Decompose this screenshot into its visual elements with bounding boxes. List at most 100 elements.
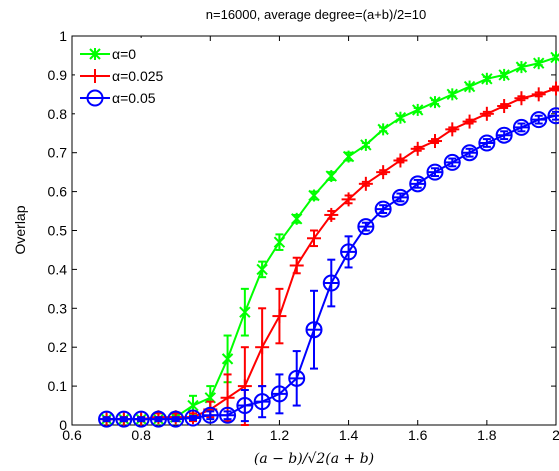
data-point xyxy=(221,352,234,365)
data-point xyxy=(412,103,424,116)
data-point xyxy=(445,122,460,137)
data-point xyxy=(530,111,548,129)
y-tick-label: 0.9 xyxy=(48,67,68,83)
series-2 xyxy=(98,107,559,428)
data-point xyxy=(220,390,235,405)
data-point xyxy=(89,48,101,60)
data-point xyxy=(376,165,391,180)
data-point xyxy=(132,410,150,428)
data-point xyxy=(289,258,304,273)
data-point xyxy=(394,111,407,124)
legend-item: α=0 xyxy=(80,46,136,62)
data-point xyxy=(324,207,339,222)
data-point xyxy=(498,68,510,81)
data-point xyxy=(463,80,476,93)
y-tick-label: 0.3 xyxy=(48,300,68,316)
legend-item: α=0.05 xyxy=(80,89,156,107)
data-point xyxy=(377,123,389,136)
data-point xyxy=(550,51,559,64)
legend-label: α=0.05 xyxy=(112,90,156,106)
data-point xyxy=(291,212,303,225)
data-point xyxy=(481,72,493,85)
chart-title: n=16000, average degree=(a+b)/2=10 xyxy=(206,7,426,22)
y-tick-label: 0.1 xyxy=(48,378,68,394)
data-point xyxy=(167,410,185,428)
data-point xyxy=(115,410,133,428)
y-tick-label: 0.4 xyxy=(48,261,68,277)
data-point xyxy=(357,218,375,236)
data-point xyxy=(462,114,477,129)
data-point xyxy=(325,170,337,183)
x-tick-label: 1.8 xyxy=(477,427,497,443)
data-point xyxy=(426,163,444,181)
x-tick-label: 1 xyxy=(206,427,214,443)
data-point xyxy=(479,106,494,121)
x-axis: 0.6 0.8 1 1.2 1.4 1.6 1.8 2 xyxy=(62,36,559,443)
data-point xyxy=(342,150,355,163)
y-tick-label: 0 xyxy=(59,417,67,433)
x-tick-label: 2 xyxy=(552,427,559,443)
x-tick-label: 1.4 xyxy=(339,427,359,443)
data-point xyxy=(288,369,306,387)
data-point xyxy=(374,200,392,218)
data-point xyxy=(533,57,545,70)
legend-label: α=0.025 xyxy=(112,68,164,84)
y-tick-label: 0.8 xyxy=(48,106,68,122)
legend: α=0 α=0.025 α=0.05 xyxy=(75,38,187,120)
legend-label: α=0 xyxy=(112,46,136,62)
data-point xyxy=(341,192,356,207)
data-point xyxy=(495,126,513,144)
x-tick-label: 1.2 xyxy=(270,427,290,443)
y-axis: 0 0.1 0.2 0.3 0.4 0.5 0.6 0.7 0.8 0.9 1 xyxy=(48,28,556,433)
data-point xyxy=(98,410,116,428)
data-point xyxy=(429,96,441,109)
data-point xyxy=(340,243,358,261)
data-point xyxy=(86,89,104,107)
x-tick-label: 0.8 xyxy=(131,427,151,443)
data-point xyxy=(201,406,219,424)
data-point xyxy=(515,61,528,74)
data-point xyxy=(270,385,288,403)
data-point xyxy=(547,107,559,125)
data-point xyxy=(443,153,461,171)
data-point xyxy=(428,134,442,149)
x-tick-label: 0.6 xyxy=(62,427,82,443)
data-point xyxy=(255,340,270,355)
series-layer xyxy=(98,51,559,428)
data-point xyxy=(307,231,321,246)
data-point xyxy=(239,306,251,319)
data-point xyxy=(219,406,237,424)
legend-item: α=0.025 xyxy=(80,68,164,84)
data-point xyxy=(88,69,102,83)
y-tick-label: 1 xyxy=(59,28,67,44)
data-point xyxy=(256,263,268,276)
data-point xyxy=(512,118,530,136)
y-tick-label: 0.6 xyxy=(48,184,68,200)
data-point xyxy=(236,397,254,415)
data-point xyxy=(393,153,408,168)
data-point xyxy=(410,141,425,156)
data-point xyxy=(360,138,372,151)
y-tick-label: 0.2 xyxy=(48,339,68,355)
data-point xyxy=(497,99,512,114)
data-point xyxy=(184,409,202,427)
y-axis-label: Overlap xyxy=(12,205,28,254)
x-tick-label: 1.6 xyxy=(408,427,428,443)
data-point xyxy=(305,321,323,339)
data-point xyxy=(446,88,458,101)
data-point xyxy=(273,236,286,249)
x-axis-label: (a − b)/√2(a + b) xyxy=(254,451,374,467)
data-point xyxy=(308,189,320,202)
data-point xyxy=(549,81,559,96)
data-point xyxy=(531,87,546,102)
data-point xyxy=(358,176,373,191)
y-tick-label: 0.7 xyxy=(48,145,68,161)
data-point xyxy=(322,274,340,292)
data-point xyxy=(478,134,496,152)
data-point xyxy=(514,91,529,106)
data-point xyxy=(272,309,287,324)
data-point xyxy=(253,393,271,411)
data-point xyxy=(409,175,427,193)
data-point xyxy=(461,144,479,162)
